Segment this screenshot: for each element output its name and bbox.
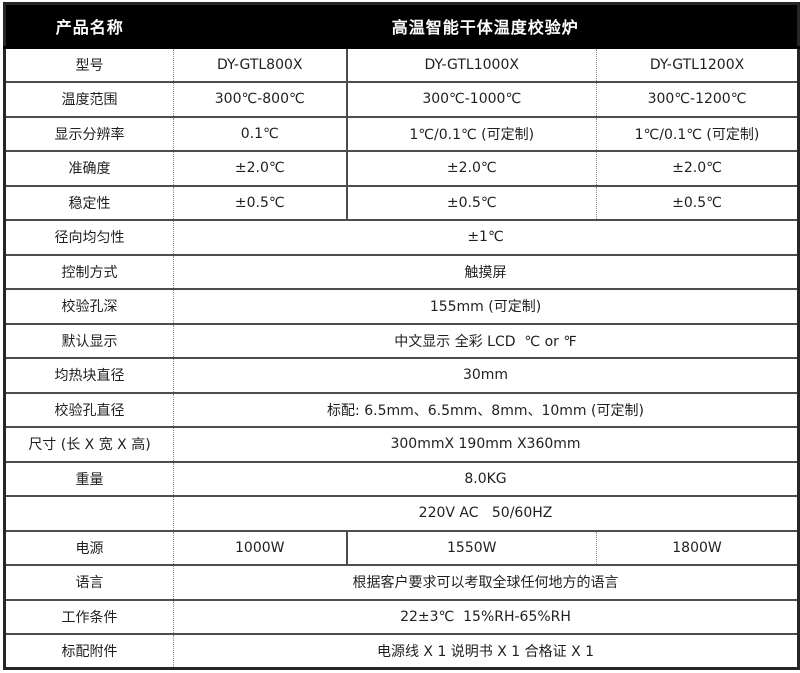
row-label: 均热块直径 [4, 357, 174, 394]
table-row-control-mode: 控制方式 触摸屏 [4, 253, 799, 290]
header-row: 产品名称 高温智能干体温度校验炉 [4, 3, 799, 49]
row-value: 300℃-1000℃ [346, 81, 597, 118]
row-label: 稳定性 [4, 184, 174, 221]
row-label: 重量 [4, 460, 174, 497]
row-value: 22±3℃ 15%RH-65%RH [173, 598, 799, 635]
row-value: ±0.5℃ [346, 184, 597, 221]
row-label: 校验孔深 [4, 288, 174, 325]
row-value: ±2.0℃ [173, 150, 348, 187]
table-row-model: 型号 DY-GTL800X DY-GTL1000X DY-GTL1200X [4, 46, 799, 83]
table-row-language: 语言 根据客户要求可以考取全球任何地方的语言 [4, 564, 799, 601]
row-value: ±1℃ [173, 219, 799, 256]
table-row-block-diameter: 均热块直径 30mm [4, 357, 799, 394]
table-row-voltage: 220V AC 50/60HZ [4, 495, 799, 532]
table-row-well-diameter: 校验孔直径 标配: 6.5mm、6.5mm、8mm、10mm (可定制) [4, 391, 799, 428]
row-value: ±2.0℃ [346, 150, 597, 187]
row-value: 1550W [346, 529, 597, 566]
row-value: 1℃/0.1℃ (可定制) [346, 115, 597, 152]
row-label: 工作条件 [4, 598, 174, 635]
row-label: 尺寸 (长 X 宽 X 高) [4, 426, 174, 463]
row-value: 220V AC 50/60HZ [173, 495, 799, 532]
row-value: 155mm (可定制) [173, 288, 799, 325]
table-row-weight: 重量 8.0KG [4, 460, 799, 497]
row-value: 300℃-800℃ [173, 81, 348, 118]
row-label: 校验孔直径 [4, 391, 174, 428]
row-value: 根据客户要求可以考取全球任何地方的语言 [173, 564, 799, 601]
row-value: ±2.0℃ [596, 150, 799, 187]
row-value: DY-GTL1000X [346, 46, 597, 83]
product-title: 高温智能干体温度校验炉 [173, 3, 799, 49]
row-value: 中文显示 全彩 LCD ℃ or ℉ [173, 322, 799, 359]
row-value: ±0.5℃ [173, 184, 348, 221]
row-label: 标配附件 [4, 633, 174, 670]
row-label: 温度范围 [4, 81, 174, 118]
table-row-working-conditions: 工作条件 22±3℃ 15%RH-65%RH [4, 598, 799, 635]
row-label: 准确度 [4, 150, 174, 187]
row-label [4, 495, 174, 532]
row-label: 型号 [4, 46, 174, 83]
row-value: 300℃-1200℃ [596, 81, 799, 118]
row-label: 显示分辨率 [4, 115, 174, 152]
row-value: DY-GTL1200X [596, 46, 799, 83]
table-row-accuracy: 准确度 ±2.0℃ ±2.0℃ ±2.0℃ [4, 150, 799, 187]
row-value: 电源线 X 1 说明书 X 1 合格证 X 1 [173, 633, 799, 670]
row-value: 触摸屏 [173, 253, 799, 290]
row-value: 300mmX 190mm X360mm [173, 426, 799, 463]
table-row-temp-range: 温度范围 300℃-800℃ 300℃-1000℃ 300℃-1200℃ [4, 81, 799, 118]
table-row-power: 电源 1000W 1550W 1800W [4, 529, 799, 566]
table-row-stability: 稳定性 ±0.5℃ ±0.5℃ ±0.5℃ [4, 184, 799, 221]
row-value: 1000W [173, 529, 348, 566]
table-row-accessories: 标配附件 电源线 X 1 说明书 X 1 合格证 X 1 [4, 633, 799, 670]
table-row-dimensions: 尺寸 (长 X 宽 X 高) 300mmX 190mm X360mm [4, 426, 799, 463]
row-label: 电源 [4, 529, 174, 566]
row-label: 控制方式 [4, 253, 174, 290]
row-value: 标配: 6.5mm、6.5mm、8mm、10mm (可定制) [173, 391, 799, 428]
row-value: 0.1℃ [173, 115, 348, 152]
row-value: 1℃/0.1℃ (可定制) [596, 115, 799, 152]
table-row-well-depth: 校验孔深 155mm (可定制) [4, 288, 799, 325]
row-label: 径向均匀性 [4, 219, 174, 256]
table-row-resolution: 显示分辨率 0.1℃ 1℃/0.1℃ (可定制) 1℃/0.1℃ (可定制) [4, 115, 799, 152]
row-value: 8.0KG [173, 460, 799, 497]
row-label: 语言 [4, 564, 174, 601]
row-label: 默认显示 [4, 322, 174, 359]
row-value: DY-GTL800X [173, 46, 348, 83]
row-value: ±0.5℃ [596, 184, 799, 221]
table-row-default-display: 默认显示 中文显示 全彩 LCD ℃ or ℉ [4, 322, 799, 359]
row-value: 30mm [173, 357, 799, 394]
spec-table: 产品名称 高温智能干体温度校验炉 型号 DY-GTL800X DY-GTL100… [3, 2, 800, 670]
table-row-radial-uniformity: 径向均匀性 ±1℃ [4, 219, 799, 256]
row-value: 1800W [596, 529, 799, 566]
product-name-header: 产品名称 [4, 3, 174, 49]
